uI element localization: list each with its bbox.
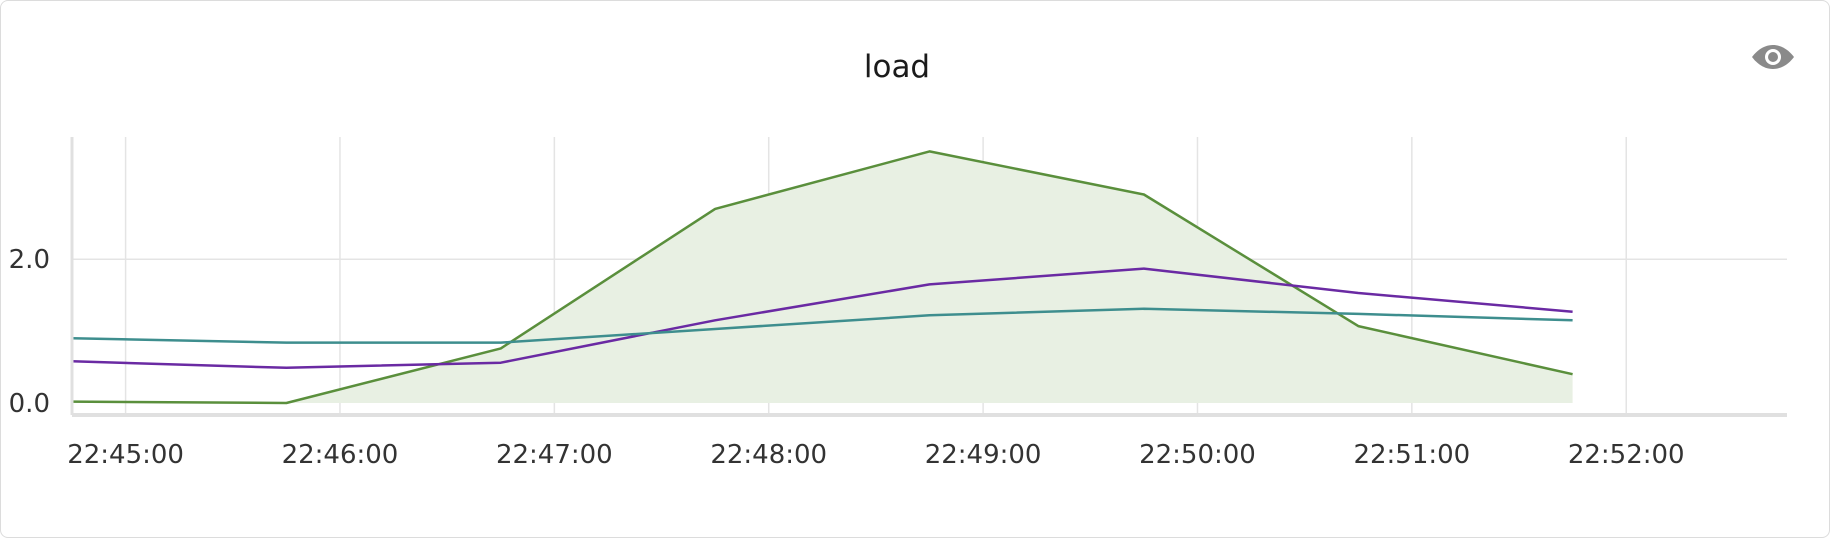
line-layer bbox=[71, 150, 1573, 405]
series-line-2 bbox=[71, 307, 1573, 344]
chart-title: load bbox=[863, 49, 931, 85]
x-tick-label: 22:45:00 bbox=[67, 440, 184, 470]
x-tick-label: 22:46:00 bbox=[282, 440, 399, 470]
eye-icon[interactable] bbox=[1751, 41, 1795, 73]
y-tick-label: 2.0 bbox=[9, 245, 50, 275]
axes bbox=[70, 137, 1787, 417]
y-tick-label: 0.0 bbox=[9, 389, 50, 419]
area-layer bbox=[72, 151, 1573, 403]
x-tick-label: 22:48:00 bbox=[710, 440, 827, 470]
x-tick-label: 22:50:00 bbox=[1139, 440, 1256, 470]
x-tick-label: 22:47:00 bbox=[496, 440, 613, 470]
x-tick-label: 22:49:00 bbox=[925, 440, 1042, 470]
x-tick-label: 22:51:00 bbox=[1353, 440, 1470, 470]
tick-labels: 22:45:00 22:46:00 22:47:00 22:48:00 22:49:00… bbox=[9, 245, 1685, 470]
series-area-0 bbox=[72, 151, 1573, 403]
series-line-0 bbox=[71, 150, 1573, 405]
series-line-1 bbox=[71, 267, 1573, 370]
x-tick-label: 22:52:00 bbox=[1568, 440, 1685, 470]
